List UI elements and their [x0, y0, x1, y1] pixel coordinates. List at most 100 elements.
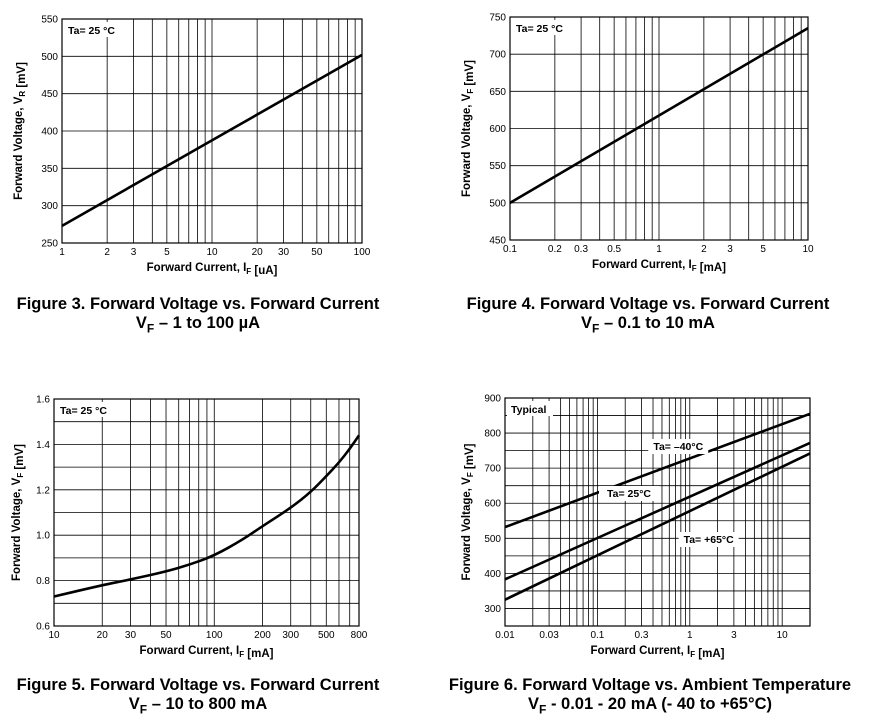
x-tick-label: 5 [164, 247, 170, 258]
x-tick-label: 2 [701, 244, 707, 255]
y-tick-label: 600 [489, 124, 506, 135]
condition-label: Ta= 25 °C [64, 22, 122, 37]
series-line-0 [504, 412, 811, 529]
figure-5-subtitle: VF – 10 to 800 mA [128, 695, 268, 717]
series-line [61, 53, 363, 227]
svg-text:Ta= +65°C: Ta= +65°C [684, 534, 735, 546]
x-tick-label: 20 [97, 630, 109, 641]
x-tick-label: 1 [687, 630, 693, 641]
condition-label: Ta= 25 °C [512, 20, 570, 35]
plot-frame [53, 398, 360, 627]
x-tick-label: 100 [354, 247, 371, 258]
y-tick-label: 600 [484, 499, 501, 510]
series-line-1 [504, 441, 811, 581]
grid [509, 16, 809, 241]
y-tick-label: 450 [489, 236, 506, 247]
figure-5-caption: Figure 5. Forward Voltage vs. Forward Cu… [0, 676, 396, 719]
y-tick-label: 900 [484, 394, 501, 405]
y-tick-label: 500 [41, 52, 58, 63]
y-tick-label: 350 [41, 164, 58, 175]
x-tick-label: 300 [282, 630, 299, 641]
svg-text:Ta= –40°C: Ta= –40°C [653, 441, 703, 453]
x-tick-label: 100 [206, 630, 223, 641]
chart-5: 10 20 30 50 100 200 300 500 800 0.6 0.8 1.0 1.2 1.4 1.… [11, 395, 368, 661]
chart-4: 0.1 0.2 0.3 0.5 1 2 3 5 10 450 500 550 600 650 700 750 F… [461, 13, 814, 275]
x-tick-label: 0.3 [574, 244, 588, 255]
series-label: Ta= 25°C [599, 486, 660, 501]
x-tick-label: 1 [59, 247, 65, 258]
svg-text:Ta= 25°C: Ta= 25°C [607, 488, 651, 500]
y-axis-label: Forward Voltage, VF [mV] [461, 443, 476, 580]
y-axis-label: Forward Voltage, VR [mV] [13, 62, 28, 200]
x-tick-label: 3 [131, 247, 137, 258]
x-tick-label: 500 [318, 630, 335, 641]
condition-label: Typical [507, 401, 553, 416]
y-tick-label: 550 [489, 161, 506, 172]
figure-3-subtitle: VF – 1 to 100 µA [135, 314, 261, 336]
y-tick-label: 1.6 [36, 395, 50, 406]
x-tick-label: 0.03 [539, 630, 559, 641]
grid [61, 18, 363, 244]
svg-text:Ta= 25 °C: Ta= 25 °C [60, 405, 107, 417]
y-tick-label: 400 [484, 569, 501, 580]
figure-5-title: Figure 5. Forward Voltage vs. Forward Cu… [16, 676, 380, 694]
x-tick-label: 20 [252, 247, 264, 258]
x-tick-label: 3 [727, 244, 733, 255]
x-tick-label: 30 [125, 630, 137, 641]
grid [53, 398, 360, 627]
figure-3-caption: Figure 3. Forward Voltage vs. Forward Cu… [0, 295, 396, 338]
x-tick-label: 0.01 [495, 630, 515, 641]
figure-4-caption: Figure 4. Forward Voltage vs. Forward Cu… [448, 295, 848, 338]
y-tick-label: 750 [489, 13, 506, 24]
y-tick-label: 400 [41, 127, 58, 138]
figure-6-caption: Figure 6. Forward Voltage vs. Ambient Te… [430, 676, 870, 719]
x-tick-label: 200 [254, 630, 271, 641]
svg-text:Ta= 25 °C: Ta= 25 °C [68, 25, 115, 37]
y-tick-label: 650 [489, 87, 506, 98]
y-tick-label: 1.4 [36, 440, 50, 451]
x-tick-label: 50 [311, 247, 323, 258]
plot-frame [504, 397, 811, 627]
y-tick-label: 300 [41, 201, 58, 212]
figure-6-subtitle: VF - 0.01 - 20 mA (- 40 to +65°C) [528, 695, 772, 717]
chart-6: 0.01 0.03 0.1 0.3 1 3 10 300 400 500 600 700 800 900 F… [461, 394, 811, 660]
x-tick-label: 0.3 [635, 630, 649, 641]
x-tick-label: 5 [760, 244, 766, 255]
figure-3-title: Figure 3. Forward Voltage vs. Forward Cu… [16, 295, 380, 313]
y-tick-label: 0.8 [36, 576, 50, 587]
series-line [53, 434, 361, 598]
figure-6-title: Figure 6. Forward Voltage vs. Ambient Te… [448, 676, 852, 694]
y-tick-label: 300 [484, 604, 501, 615]
y-tick-label: 700 [489, 50, 506, 61]
series-line-2 [504, 452, 811, 601]
y-tick-label: 1.2 [36, 485, 50, 496]
x-tick-label: 0.2 [548, 244, 562, 255]
x-tick-label: 0.1 [590, 630, 604, 641]
y-tick-label: 550 [41, 15, 58, 26]
y-tick-label: 1.0 [36, 531, 50, 542]
y-tick-label: 500 [484, 534, 501, 545]
figure-4-subtitle: VF – 0.1 to 10 mA [581, 314, 715, 336]
x-tick-label: 3 [731, 630, 737, 641]
x-tick-label: 0.1 [503, 244, 517, 255]
y-tick-label: 450 [41, 89, 58, 100]
x-tick-label: 0.5 [607, 244, 621, 255]
y-tick-label: 800 [484, 429, 501, 440]
x-tick-label: 2 [104, 247, 110, 258]
x-tick-label: 800 [351, 630, 368, 641]
chart-3: 1 2 3 5 10 20 30 50 100 250 300 350 400 450 500 550 Forw… [13, 15, 371, 278]
y-tick-label: 250 [41, 239, 58, 250]
x-tick-label: 30 [278, 247, 290, 258]
series-line [509, 27, 809, 204]
x-axis-label: Forward Current, IF [mA] [591, 645, 725, 660]
series-label: Ta= +65°C [678, 532, 739, 547]
y-tick-label: 700 [484, 464, 501, 475]
plot-frame [61, 18, 363, 244]
y-axis-label: Forward Voltage, VF [mV] [461, 60, 476, 197]
series-label: Ta= –40°C [648, 439, 709, 454]
svg-text:Ta= 25 °C: Ta= 25 °C [516, 23, 563, 35]
condition-label: Ta= 25 °C [56, 402, 114, 417]
x-axis-label: Forward Current, IF [mA] [140, 645, 274, 660]
x-tick-label: 10 [802, 244, 814, 255]
